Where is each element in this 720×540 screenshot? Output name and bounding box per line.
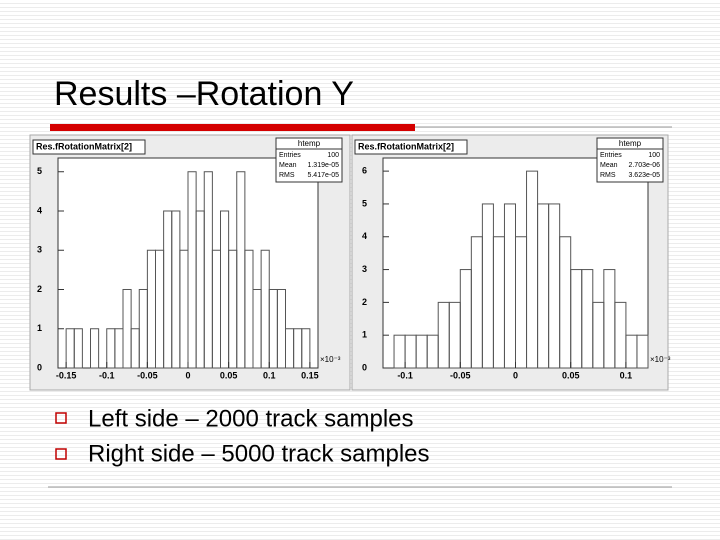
x-tick-label: 0.05 [220, 370, 238, 380]
x-tick-label: 0.05 [562, 370, 580, 380]
y-tick-label: 2 [37, 284, 42, 294]
chart-title-box [354, 139, 468, 155]
histogram-bar [301, 328, 311, 369]
bullet-icon [55, 448, 67, 460]
stats-label: RMS [600, 172, 616, 179]
x-tick-label: -0.15 [56, 370, 77, 380]
y-tick-label: 5 [362, 198, 367, 208]
x-tick-label: 0 [185, 370, 190, 380]
y-tick-label: 5 [37, 166, 42, 176]
stats-title: htemp [619, 139, 642, 148]
y-tick-label: 3 [37, 245, 42, 255]
x-tick-label: -0.05 [137, 370, 158, 380]
x-scale-label: ×10⁻³ [650, 355, 671, 364]
stats-value: 1.319e-05 [307, 162, 339, 169]
y-tick-label: 1 [362, 330, 367, 340]
x-tick-label: 0.1 [263, 370, 276, 380]
slide-title: Results –Rotation Y [54, 75, 354, 113]
title-accent [50, 124, 415, 131]
stats-value: 2.703e-06 [628, 162, 660, 169]
stats-value: 3.623e-05 [628, 172, 660, 179]
chart-title: Res.fRotationMatrix[2] [36, 141, 132, 151]
x-tick-label: -0.05 [450, 370, 471, 380]
stats-title: htemp [298, 139, 321, 148]
stats-value: 100 [327, 152, 339, 159]
y-tick-label: 0 [362, 362, 367, 372]
bullet-text: Right side – 5000 track samples [88, 440, 430, 467]
histogram-bar [90, 328, 100, 369]
bullet-text: Left side – 2000 track samples [88, 405, 414, 432]
x-tick-label: 0 [513, 370, 518, 380]
x-tick-label: -0.1 [99, 370, 115, 380]
stats-box [596, 137, 664, 183]
y-tick-label: 1 [37, 323, 42, 333]
stats-box [275, 137, 343, 183]
y-tick-label: 4 [362, 231, 367, 241]
chart-title: Res.fRotationMatrix[2] [358, 141, 454, 151]
y-tick-label: 4 [37, 205, 42, 215]
x-tick-label: -0.1 [397, 370, 413, 380]
stats-value: 5.417e-05 [307, 172, 339, 179]
y-tick-label: 6 [362, 166, 367, 176]
stats-value: 100 [648, 152, 660, 159]
x-scale-label: ×10⁻³ [320, 355, 341, 364]
stats-label: Entries [600, 152, 622, 159]
histogram-bar [73, 328, 83, 369]
chart-title-box [32, 139, 146, 155]
y-tick-label: 2 [362, 297, 367, 307]
y-tick-label: 0 [37, 362, 42, 372]
y-tick-label: 3 [362, 264, 367, 274]
bullet-icon [55, 412, 67, 424]
x-tick-label: 0.15 [301, 370, 319, 380]
x-tick-label: 0.1 [620, 370, 633, 380]
histogram-bar [636, 334, 649, 369]
stats-label: Mean [279, 162, 297, 169]
stats-label: Entries [279, 152, 301, 159]
stats-label: RMS [279, 172, 295, 179]
stats-label: Mean [600, 162, 618, 169]
